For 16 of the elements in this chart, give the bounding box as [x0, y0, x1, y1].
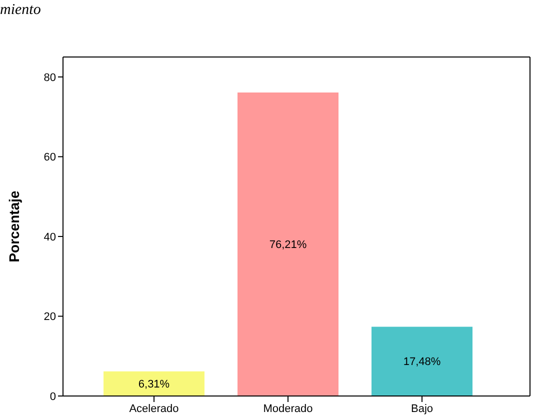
- bar: [102, 370, 206, 396]
- bar: [370, 326, 474, 396]
- data-label: 17,48%: [403, 356, 441, 368]
- y-tick-label: 40: [44, 231, 56, 244]
- y-tick-label: 20: [44, 311, 56, 324]
- y-axis-title: Porcentaje: [6, 190, 22, 262]
- data-label: 76,21%: [269, 238, 307, 251]
- data-label: 6,31%: [138, 378, 170, 390]
- x-tick-label: Bajo: [410, 402, 434, 415]
- chart-title: miento: [0, 2, 41, 19]
- x-tick-label: Acelerado: [129, 402, 179, 415]
- y-tick-label: 80: [44, 72, 56, 84]
- x-tick-label: Moderado: [263, 402, 313, 415]
- bar: [236, 92, 340, 396]
- y-tick-label: 60: [44, 152, 56, 164]
- y-tick-label: 0: [50, 390, 56, 403]
